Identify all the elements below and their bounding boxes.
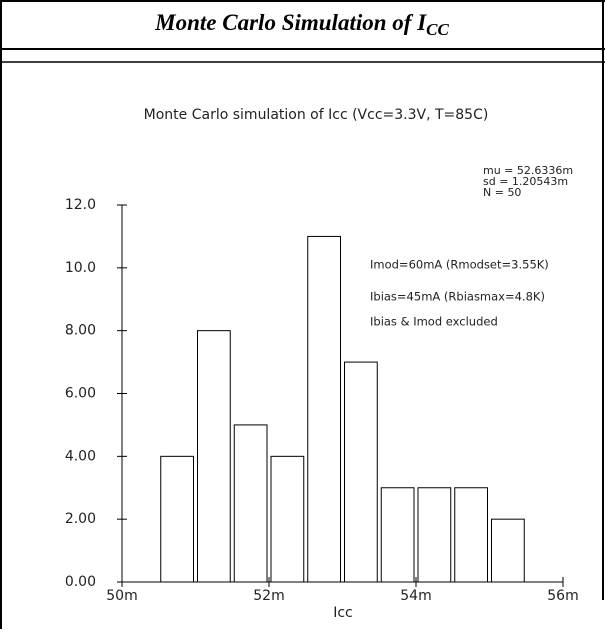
x-axis-label: Icc [333,605,353,621]
x-tick-label: 52m [253,588,284,604]
bar [380,487,415,583]
header-subscript: CC [426,20,449,39]
stat-text: N = 50 [483,186,521,199]
y-tick-label: 12.0 [65,197,96,213]
bar [307,235,341,583]
y-tick-label: 8.00 [65,323,96,339]
y-tick-label: 0.00 [65,574,96,590]
bar [491,518,525,583]
y-tick-label: 2.00 [65,511,96,527]
bar [417,487,452,583]
bar [344,361,378,583]
plot-area: 0.00 2.00 4.00 6.00 8.00 10.0 12.0 50m 52m 54m 56m… [65,164,579,604]
x-tick-label: 54m [400,588,431,604]
y-tick-label: 6.00 [65,386,96,402]
y-tick-label: 4.00 [65,448,96,464]
bar [270,455,305,583]
stat-text: mu = 52.6336m [483,164,573,177]
annotation: Ibias & Imod excluded [370,315,498,329]
header-title-text: Monte Carlo Simulation of [154,10,414,35]
header-title: Monte Carlo Simulation of ICC [154,10,449,39]
bar [454,487,488,583]
header-symbol: I [416,10,427,35]
bar [197,330,231,583]
y-tick-label: 10.0 [65,260,96,276]
bar [233,424,268,583]
stat-text: sd = 1.20543m [483,175,568,188]
chart-title: Monte Carlo simulation of Icc (Vcc=3.3V,… [144,107,489,123]
bar [160,455,194,583]
x-tick-label: 56m [547,588,578,604]
x-tick-label: 50m [106,588,137,604]
annotation: Imod=60mA (Rmodset=3.55K) [370,258,549,272]
annotation: Ibias=45mA (Rbiasmax=4.8K) [370,290,545,304]
